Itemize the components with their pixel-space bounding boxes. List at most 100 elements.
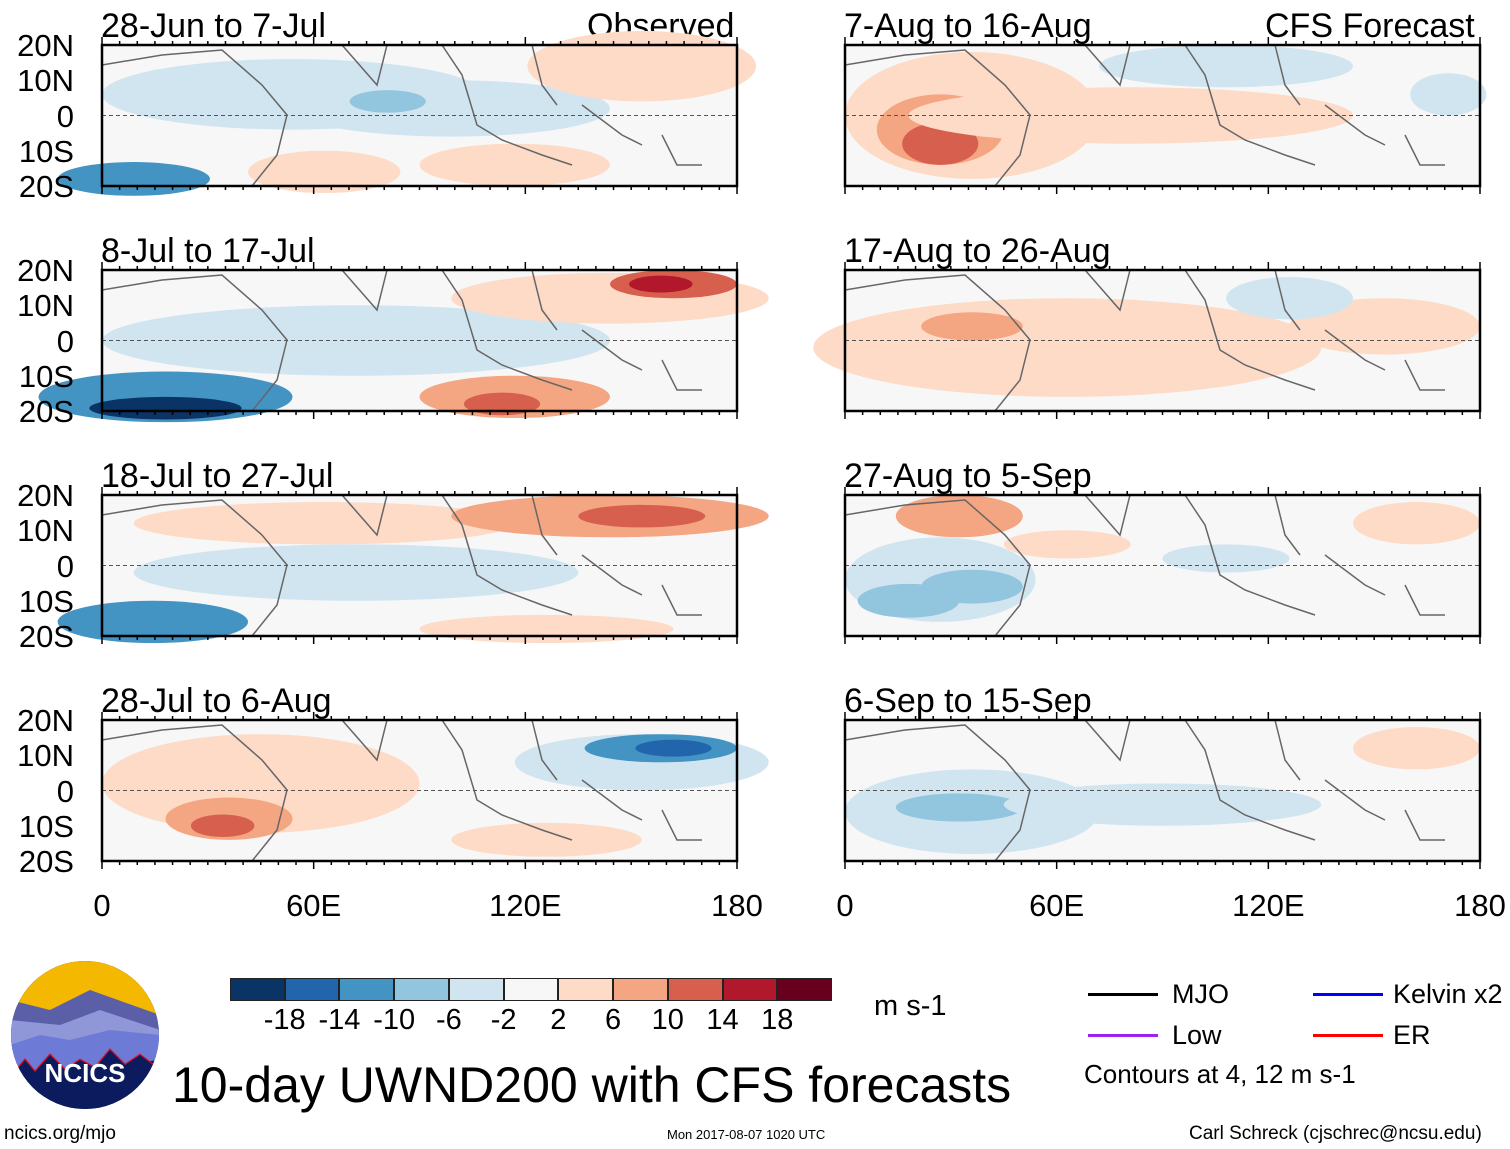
- er-legend-line: [1313, 1034, 1383, 1037]
- colorbar-label: 10: [651, 1004, 684, 1036]
- wind-anomaly-shading: [134, 502, 515, 544]
- wind-anomaly-shading: [58, 162, 210, 196]
- map-panel: [843, 37, 1480, 194]
- lon-label: 0: [836, 888, 854, 923]
- colorbar-swatch: [613, 978, 668, 1001]
- mjo-legend-line: [1088, 993, 1158, 996]
- lat-label: 20N: [17, 478, 74, 513]
- legend-mjo: MJO: [1172, 979, 1229, 1009]
- colorbar-swatch: [339, 978, 395, 1001]
- coastline: [844, 269, 1445, 412]
- map-panel: [844, 262, 1482, 419]
- panel-title: 27-Aug to 5-Sep: [844, 457, 1092, 495]
- colorbar-label: 6: [605, 1004, 622, 1036]
- wind-anomaly-shading: [451, 823, 642, 857]
- wind-anomaly-shading: [1163, 544, 1290, 572]
- colorbar-label: -2: [490, 1004, 517, 1036]
- panel-title: 18-Jul to 27-Jul: [101, 457, 334, 495]
- colorbar-swatch: [777, 978, 832, 1001]
- coastline: [101, 44, 702, 187]
- panel-title: 28-Jul to 6-Aug: [101, 682, 332, 720]
- wind-anomaly-shading: [1004, 783, 1322, 825]
- map-panel: [102, 45, 737, 186]
- wind-anomaly-shading: [921, 570, 1023, 604]
- wind-anomaly-shading: [134, 544, 579, 600]
- colorbar-label: 2: [550, 1004, 567, 1036]
- timestamp: Mon 2017-08-07 1020 UTC: [667, 1127, 826, 1142]
- coastline: [101, 494, 702, 637]
- coastline: [844, 44, 1445, 187]
- colorbar-swatch: [722, 978, 778, 1001]
- colorbar-swatch: [558, 978, 614, 1001]
- colorbar-swatch: [503, 978, 559, 1001]
- logo-text: NCICS: [45, 1058, 126, 1088]
- lon-label: 60E: [1029, 888, 1085, 923]
- lat-label: 10S: [18, 808, 74, 844]
- colorbar-label: -18: [263, 1004, 306, 1036]
- wind-anomaly-shading: [1099, 45, 1353, 87]
- lon-label: 180: [711, 888, 763, 923]
- coastline: [844, 719, 1445, 862]
- lat-label: 10S: [18, 358, 74, 394]
- coastline: [101, 719, 702, 862]
- figure-title: 10-day UWND200 with CFS forecasts: [172, 1057, 1012, 1113]
- wind-anomaly-shading: [464, 393, 540, 416]
- legend-er: ER: [1393, 1020, 1431, 1050]
- wind-anomaly-shading: [1004, 530, 1131, 558]
- low-legend-line: [1088, 1034, 1158, 1037]
- lat-label: 10N: [17, 738, 74, 774]
- map-panel: [102, 262, 737, 411]
- map-panel: [843, 487, 1482, 644]
- wind-anomaly-shading: [921, 312, 1023, 340]
- wind-anomaly-shading: [578, 505, 705, 528]
- wind-anomaly-shading: [58, 601, 249, 643]
- lat-label: 20N: [17, 703, 74, 738]
- wind-anomaly-shading: [420, 615, 674, 643]
- lon-label: 120E: [1232, 888, 1305, 923]
- panel-title: 6-Sep to 15-Sep: [844, 682, 1092, 720]
- lon-label: 60E: [286, 888, 342, 923]
- wind-anomaly-shading: [896, 793, 1023, 821]
- cfs-forecast-label: CFS Forecast: [1265, 7, 1475, 45]
- wind-anomaly-shading: [635, 740, 711, 757]
- lat-label: 0: [56, 323, 74, 359]
- wind-anomaly-shading: [1353, 502, 1480, 544]
- lat-label: 20S: [18, 394, 74, 429]
- wind-anomaly-shading: [248, 151, 400, 193]
- colorbar-units: m s-1: [874, 990, 947, 1022]
- panel-title: 28-Jun to 7-Jul: [101, 7, 326, 45]
- wind-anomaly-shading: [1410, 73, 1486, 115]
- colorbar-label: 18: [761, 1004, 794, 1036]
- lon-label: 180: [1454, 888, 1506, 923]
- colorbar-swatch: [394, 978, 449, 1001]
- ncics-logo: NCICS: [11, 961, 159, 1109]
- lat-label: 10N: [17, 513, 74, 549]
- source-link[interactable]: ncics.org/mjo: [4, 1123, 116, 1144]
- lon-label: 120E: [489, 888, 562, 923]
- kelvin-legend-line: [1313, 993, 1383, 996]
- colorbar-label: 14: [706, 1004, 739, 1036]
- wind-anomaly-shading: [527, 31, 756, 102]
- lat-label: 20N: [17, 253, 74, 288]
- lat-label: 10N: [17, 288, 74, 324]
- wind-anomaly-shading: [89, 397, 241, 420]
- wind-anomaly-shading: [1226, 277, 1353, 319]
- lat-label: 10N: [17, 63, 74, 99]
- wind-anomaly-shading: [350, 90, 426, 113]
- map-panel: [101, 487, 737, 644]
- contour-note: Contours at 4, 12 m s-1: [1084, 1059, 1356, 1089]
- legend-kelvin: Kelvin x2: [1393, 979, 1503, 1009]
- lat-label: 0: [56, 98, 74, 134]
- colorbar-label: -6: [436, 1004, 462, 1036]
- colorbar-swatch: [230, 978, 285, 1001]
- panel-title: 17-Aug to 26-Aug: [844, 232, 1111, 270]
- lat-label: 20N: [17, 28, 74, 63]
- legend-low: Low: [1172, 1020, 1222, 1050]
- colorbar-swatch: [667, 978, 723, 1001]
- lat-label: 20S: [18, 619, 74, 654]
- map-panel: [843, 712, 1482, 869]
- panel-title: 8-Jul to 17-Jul: [101, 232, 315, 270]
- panel-title: 7-Aug to 16-Aug: [844, 7, 1092, 45]
- wind-anomaly-shading: [896, 495, 1023, 537]
- lat-label: 20S: [18, 169, 74, 204]
